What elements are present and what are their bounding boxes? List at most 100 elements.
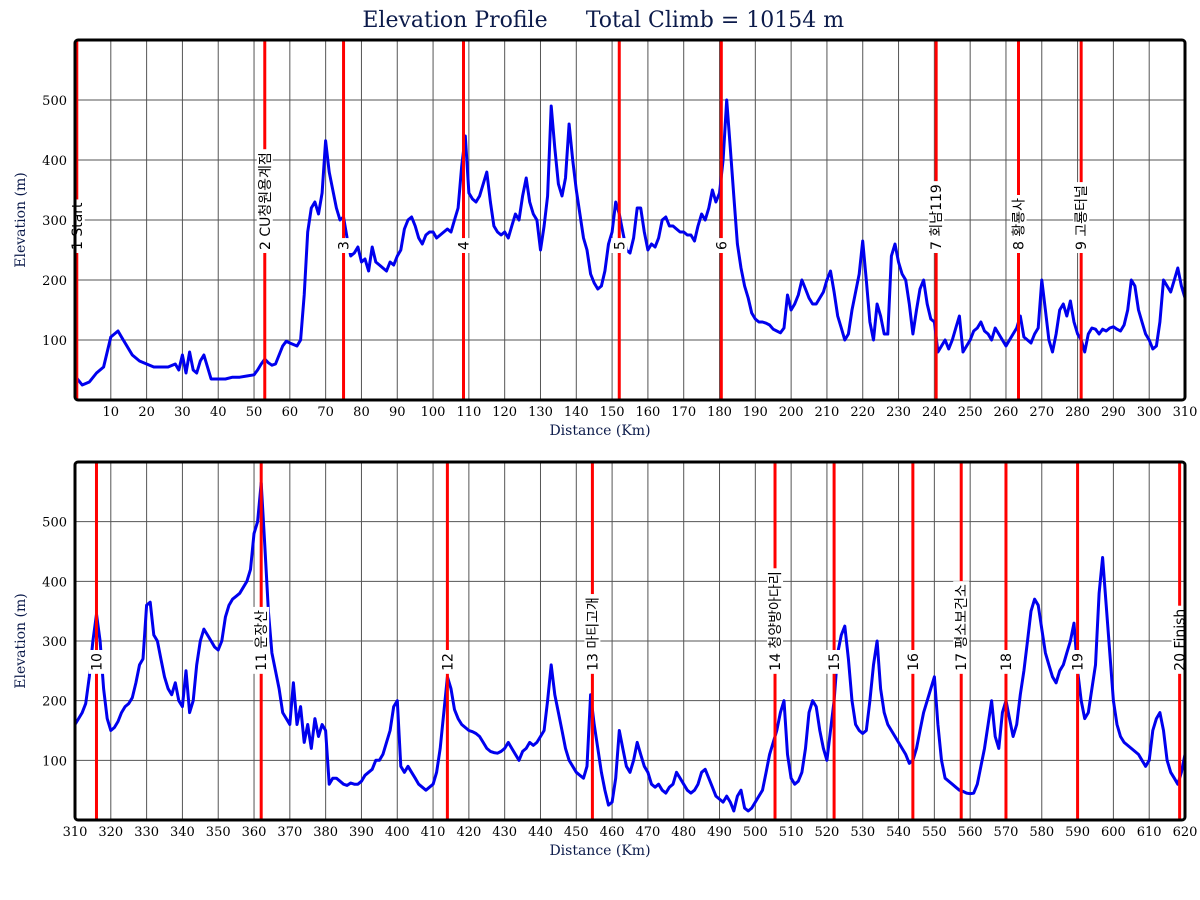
x-tick-label: 240 xyxy=(922,405,947,420)
x-tick-label: 220 xyxy=(850,405,875,420)
x-tick-label: 300 xyxy=(1137,405,1162,420)
x-tick-label: 250 xyxy=(958,405,983,420)
checkpoint-label-text: 9 고룡터널 xyxy=(1074,185,1090,250)
x-tick-label: 610 xyxy=(1137,825,1162,840)
x-tick-label: 500 xyxy=(743,825,768,840)
checkpoint-label-background xyxy=(997,650,1014,674)
x-tick-label: 590 xyxy=(1065,825,1090,840)
checkpoint-label: 13 마티고개 xyxy=(584,594,601,674)
x-tick-label: 440 xyxy=(528,825,553,840)
checkpoint-label-background xyxy=(584,594,601,674)
checkpoint-label-text: 11 운장산 xyxy=(254,610,270,671)
checkpoint-label-background xyxy=(904,650,921,674)
checkpoint-label-background xyxy=(611,238,628,253)
checkpoint-label-text: 16 xyxy=(906,653,922,671)
checkpoint-label: 6 xyxy=(713,238,730,253)
checkpoint-label: 12 xyxy=(439,650,456,674)
x-tick-label: 570 xyxy=(994,825,1019,840)
checkpoint-label: 18 xyxy=(997,650,1015,674)
checkpoint-label: 4 xyxy=(455,238,473,253)
checkpoint-label-text: 7 회남119 xyxy=(929,184,945,250)
checkpoint-label-background xyxy=(256,149,273,253)
y-tick-label: 100 xyxy=(42,334,67,349)
x-tick-label: 620 xyxy=(1173,825,1198,840)
y-tick-label: 400 xyxy=(42,575,67,590)
bottom-panel: 310 320 330 340 350 360 370 380 390 400 410 420 430 4… xyxy=(13,460,1198,859)
checkpoint-label-text: 10 xyxy=(89,653,105,671)
top-panel: 10 20 30 40 50 60 70 80 90 100 110 120 130 140 150 160 1… xyxy=(13,38,1198,439)
x-tick-label: 400 xyxy=(385,825,410,840)
checkpoint-label: 15 xyxy=(826,650,843,674)
x-tick-label: 370 xyxy=(277,825,302,840)
checkpoint-label-background xyxy=(826,650,843,674)
x-tick-label: 190 xyxy=(743,405,768,420)
y-tick-label: 500 xyxy=(42,94,67,109)
x-tick-label: 10 xyxy=(103,405,120,420)
x-tick-label: 290 xyxy=(1101,405,1126,420)
checkpoint-label-background xyxy=(335,238,352,253)
x-tick-label: 170 xyxy=(671,405,696,420)
checkpoint-label-background xyxy=(439,650,456,674)
x-tick-label: 90 xyxy=(389,405,406,420)
checkpoint-label: 16 xyxy=(904,650,922,674)
checkpoint-label-text: 17 평소보건소 xyxy=(954,584,970,671)
x-tick-label: 340 xyxy=(170,825,195,840)
x-tick-label: 310 xyxy=(63,825,88,840)
x-axis-label: Distance (Km) xyxy=(549,843,650,859)
checkpoint-label-text: 13 마티고개 xyxy=(585,597,601,671)
checkpoint-label-text: 14 청양방아다리 xyxy=(768,571,784,671)
checkpoint-label: 11 운장산 xyxy=(253,606,270,674)
checkpoint-label: 1 Start xyxy=(68,199,86,253)
x-tick-label: 550 xyxy=(922,825,947,840)
checkpoint-label-text: 1 Start xyxy=(70,202,86,250)
checkpoint-label: 17 평소보건소 xyxy=(953,581,970,674)
x-tick-label: 390 xyxy=(349,825,374,840)
x-tick-label: 460 xyxy=(600,825,625,840)
x-tick-label: 320 xyxy=(98,825,123,840)
x-tick-label: 210 xyxy=(815,405,840,420)
x-tick-label: 120 xyxy=(492,405,517,420)
plot-frame xyxy=(73,460,1187,822)
y-axis-label: Elevation (m) xyxy=(13,172,29,267)
chart-title: Elevation Profile xyxy=(362,8,547,33)
x-tick-label: 580 xyxy=(1029,825,1054,840)
y-tick-label: 200 xyxy=(42,695,67,710)
checkpoint-label: 9 고룡터널 xyxy=(1073,182,1090,253)
checkpoint-label: 7 회남119 xyxy=(928,181,945,253)
x-tick-label: 30 xyxy=(174,405,191,420)
x-axis-label: Distance (Km) xyxy=(549,423,650,439)
x-tick-label: 350 xyxy=(206,825,231,840)
checkpoint-label: 19 xyxy=(1069,650,1087,674)
y-tick-label: 300 xyxy=(42,635,67,650)
x-tick-label: 360 xyxy=(242,825,267,840)
checkpoint-label-text: 5 xyxy=(612,241,628,250)
checkpoint-label-text: 12 xyxy=(440,653,456,671)
checkpoint-label-text: 15 xyxy=(827,653,843,671)
checkpoint-label-text: 2 CU청원용계점 xyxy=(258,152,274,250)
checkpoint-label-text: 3 xyxy=(337,241,353,250)
x-tick-label: 560 xyxy=(958,825,983,840)
checkpoint-label-text: 4 xyxy=(457,241,473,250)
x-tick-label: 380 xyxy=(313,825,338,840)
checkpoint-label-background xyxy=(713,238,730,253)
x-tick-label: 280 xyxy=(1065,405,1090,420)
x-tick-label: 600 xyxy=(1101,825,1126,840)
elevation-series-line xyxy=(73,98,1187,387)
checkpoint-label-text: 18 xyxy=(999,653,1015,671)
y-tick-label: 100 xyxy=(42,754,67,769)
x-tick-label: 270 xyxy=(1029,405,1054,420)
x-tick-label: 200 xyxy=(779,405,804,420)
checkpoint-label-text: 6 xyxy=(714,241,730,250)
x-tick-label: 80 xyxy=(353,405,370,420)
checkpoint-label-background xyxy=(953,581,970,674)
x-tick-label: 40 xyxy=(210,405,227,420)
x-tick-label: 130 xyxy=(528,405,553,420)
y-tick-label: 400 xyxy=(42,154,67,169)
x-tick-label: 310 xyxy=(1173,405,1198,420)
checkpoint-label-background xyxy=(455,238,472,253)
checkpoint-label-background xyxy=(1010,195,1027,253)
x-tick-label: 230 xyxy=(886,405,911,420)
total-climb-label: Total Climb = 10154 m xyxy=(586,8,844,33)
checkpoint-label-background xyxy=(253,606,270,674)
x-tick-label: 530 xyxy=(850,825,875,840)
